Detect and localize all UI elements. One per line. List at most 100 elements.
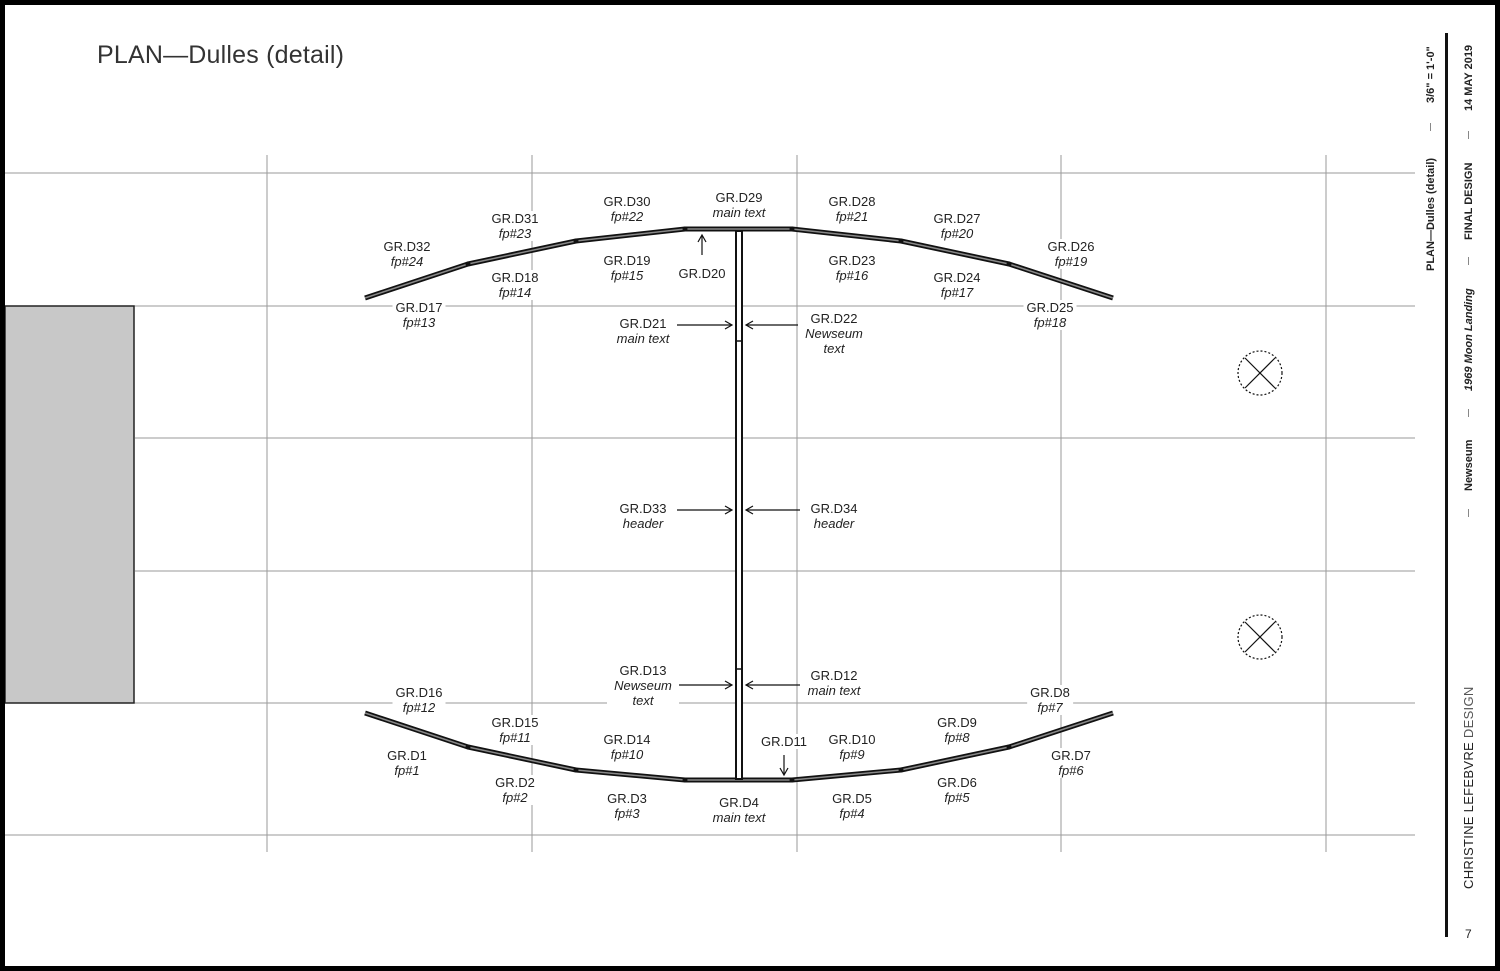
panel-code: GR.D2: [495, 775, 535, 790]
center-spine-wall: [735, 230, 743, 780]
panel-code: GR.D24: [933, 270, 981, 285]
panel-content: fp#12: [402, 700, 436, 715]
panel-code: GR.D23: [828, 253, 876, 268]
date: 14 MAY 2019: [1463, 44, 1475, 111]
panel-label: GR.D28 fp#21: [825, 194, 879, 224]
panel-code: GR.D20: [678, 266, 726, 281]
panel-content: fp#3: [614, 806, 640, 821]
panel-label: GR.D10 fp#9: [825, 732, 879, 762]
panel-content: fp#2: [502, 790, 528, 805]
panel-code: GR.D12: [810, 668, 858, 683]
panel-code: GR.D14: [603, 732, 651, 747]
divider: [1468, 257, 1469, 265]
panel-code: GR.D10: [828, 732, 876, 747]
panel-label: GR.D21 main text: [613, 316, 673, 346]
panel-code: GR.D13: [619, 663, 667, 678]
grid-lines: [5, 155, 1415, 852]
panel-content: fp#5: [944, 790, 970, 805]
panel-label: GR.D34 header: [807, 501, 861, 531]
plan-drawing: [5, 155, 1415, 852]
divider: [1468, 409, 1469, 417]
panel-code: GR.D30: [603, 194, 651, 209]
plan-title: PLAN—Dulles (detail): [97, 41, 345, 69]
existing-wall-block: [5, 305, 135, 704]
panel-label: GR.D30 fp#22: [600, 194, 654, 224]
panel-content: fp#11: [499, 730, 531, 745]
panel-code: GR.D1: [387, 748, 427, 763]
panel-label: GR.D8 fp#7: [1027, 685, 1073, 715]
ceiling-fixture-symbol: [1237, 350, 1283, 396]
panel-content: fp#1: [394, 763, 420, 778]
panel-content: fp#20: [940, 226, 974, 241]
designer-word: DESIGN: [1461, 686, 1476, 739]
panel-code: GR.D21: [619, 316, 667, 331]
designer-credit: CHRISTINE LEFEBVRE DESIGN: [1461, 686, 1476, 889]
panel-code: GR.D27: [933, 211, 981, 226]
panel-code: GR.D4: [719, 795, 759, 810]
panel-label: GR.D26 fp#19: [1044, 239, 1098, 269]
panel-content: main text: [616, 331, 670, 346]
panel-content: main text: [712, 810, 766, 825]
panel-label: GR.D4 main text: [709, 795, 769, 825]
panel-code: GR.D29: [715, 190, 763, 205]
panel-content: fp#21: [835, 209, 869, 224]
panel-code: GR.D31: [491, 211, 539, 226]
ceiling-fixture-symbol: [1237, 614, 1283, 660]
panel-label: GR.D33 header: [616, 501, 670, 531]
title-block-rule: [1445, 33, 1448, 937]
panel-content: fp#13: [402, 315, 436, 330]
panel-label: GR.D15 fp#11: [488, 715, 542, 745]
panel-code: GR.D25: [1026, 300, 1074, 315]
panel-content: main text: [712, 205, 766, 220]
panel-code: GR.D5: [832, 791, 872, 806]
panel-code: GR.D3: [607, 791, 647, 806]
panel-code: GR.D15: [491, 715, 539, 730]
panel-label: GR.D1 fp#1: [384, 748, 430, 778]
scale-note: 3/6" = 1'-0": [1425, 46, 1437, 103]
panel-content: header: [813, 516, 855, 531]
panel-content: header: [622, 516, 664, 531]
panel-label: GR.D12 main text: [804, 668, 864, 698]
panel-label: GR.D6 fp#5: [934, 775, 980, 805]
panel-label: GR.D5 fp#4: [829, 791, 875, 821]
phase: FINAL DESIGN: [1463, 162, 1475, 240]
panel-content: fp#24: [390, 254, 424, 269]
panel-code: GR.D9: [937, 715, 977, 730]
panel-code: GR.D16: [395, 685, 443, 700]
designer-name: CHRISTINE LEFEBVRE: [1461, 742, 1476, 889]
panel-code: GR.D22: [810, 311, 858, 326]
panel-label: GR.D18 fp#14: [488, 270, 542, 300]
panel-content: fp#8: [944, 730, 970, 745]
top-curved-wall: [364, 226, 1114, 301]
panel-code: GR.D28: [828, 194, 876, 209]
panel-content: fp#22: [610, 209, 644, 224]
panel-label: GR.D2 fp#2: [492, 775, 538, 805]
panel-label: GR.D13 Newseum text: [607, 663, 679, 708]
panel-label: GR.D31 fp#23: [488, 211, 542, 241]
panel-content: Newseum text: [805, 326, 863, 356]
panel-label: GR.D20: [675, 266, 729, 281]
panel-code: GR.D7: [1051, 748, 1091, 763]
panel-label: GR.D17 fp#13: [392, 300, 446, 330]
panel-content: fp#4: [839, 806, 865, 821]
divider: [1468, 131, 1469, 139]
sheet-title: PLAN—Dulles (detail): [1425, 157, 1437, 271]
panel-label: GR.D24 fp#17: [930, 270, 984, 300]
panel-content: fp#19: [1054, 254, 1088, 269]
panel-code: GR.D34: [810, 501, 858, 516]
exhibit-name: 1969 Moon Landing: [1463, 288, 1475, 391]
panel-content: fp#14: [498, 285, 532, 300]
panel-label: GR.D7 fp#6: [1048, 748, 1094, 778]
panel-label: GR.D9 fp#8: [934, 715, 980, 745]
panel-code: GR.D8: [1030, 685, 1070, 700]
panel-content: fp#6: [1058, 763, 1084, 778]
panel-content: main text: [807, 683, 861, 698]
panel-label: GR.D32 fp#24: [380, 239, 434, 269]
panel-code: GR.D11: [761, 734, 807, 749]
panel-content: fp#18: [1033, 315, 1067, 330]
divider: [1430, 123, 1431, 131]
page-number: 7: [1465, 927, 1472, 941]
panel-content: fp#10: [610, 747, 644, 762]
panel-label: GR.D14 fp#10: [600, 732, 654, 762]
